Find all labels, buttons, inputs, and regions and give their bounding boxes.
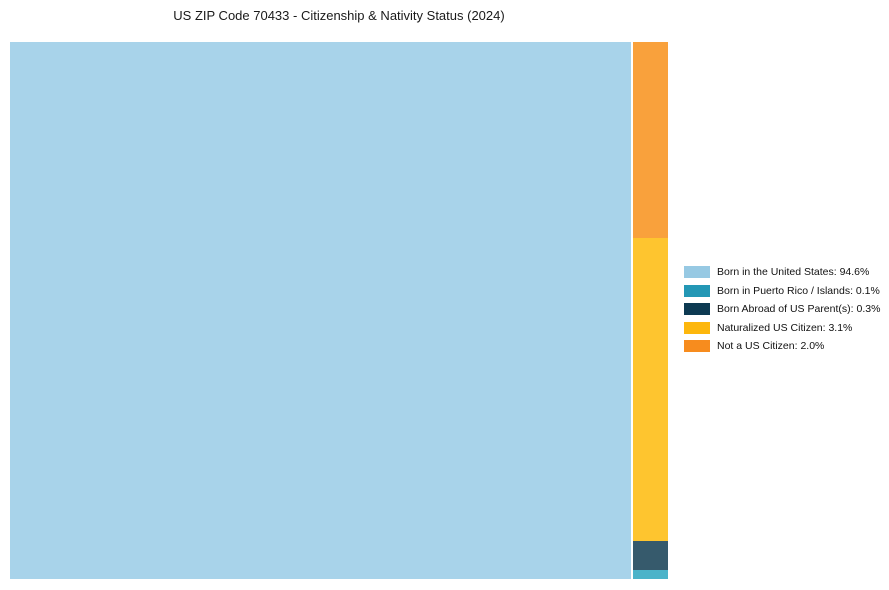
legend-item-born-puerto-rico[interactable]: Born in Puerto Rico / Islands: 0.1% — [684, 284, 880, 297]
legend-item-not-us-citizen[interactable]: Not a US Citizen: 2.0% — [684, 340, 880, 352]
legend-swatch-icon — [684, 321, 710, 334]
legend-swatch-icon — [684, 284, 710, 297]
legend-label: Born in the United States: 94.6% — [717, 266, 870, 278]
legend-item-born-abroad-us-parents[interactable]: Born Abroad of US Parent(s): 0.3% — [684, 303, 880, 315]
treemap — [10, 42, 668, 579]
treemap-block-naturalized-citizen[interactable] — [633, 238, 668, 541]
legend-item-born-in-us[interactable]: Born in the United States: 94.6% — [684, 266, 880, 278]
chart-title: US ZIP Code 70433 - Citizenship & Nativi… — [173, 8, 505, 23]
legend: Born in the United States: 94.6% Born in… — [684, 266, 880, 352]
legend-label: Born Abroad of US Parent(s): 0.3% — [717, 303, 881, 315]
legend-label: Naturalized US Citizen: 3.1% — [717, 321, 853, 334]
treemap-block-born-in-us[interactable] — [10, 42, 631, 579]
legend-swatch-icon — [684, 340, 710, 352]
legend-label: Born in Puerto Rico / Islands: 0.1% — [717, 284, 880, 297]
legend-label: Not a US Citizen: 2.0% — [717, 340, 825, 352]
treemap-block-born-abroad-us-parents[interactable] — [633, 541, 668, 570]
legend-swatch-icon — [684, 303, 710, 315]
treemap-block-born-puerto-rico[interactable] — [633, 570, 668, 579]
legend-swatch-icon — [684, 266, 710, 278]
treemap-block-not-us-citizen[interactable] — [633, 42, 668, 238]
legend-item-naturalized-citizen[interactable]: Naturalized US Citizen: 3.1% — [684, 321, 880, 334]
